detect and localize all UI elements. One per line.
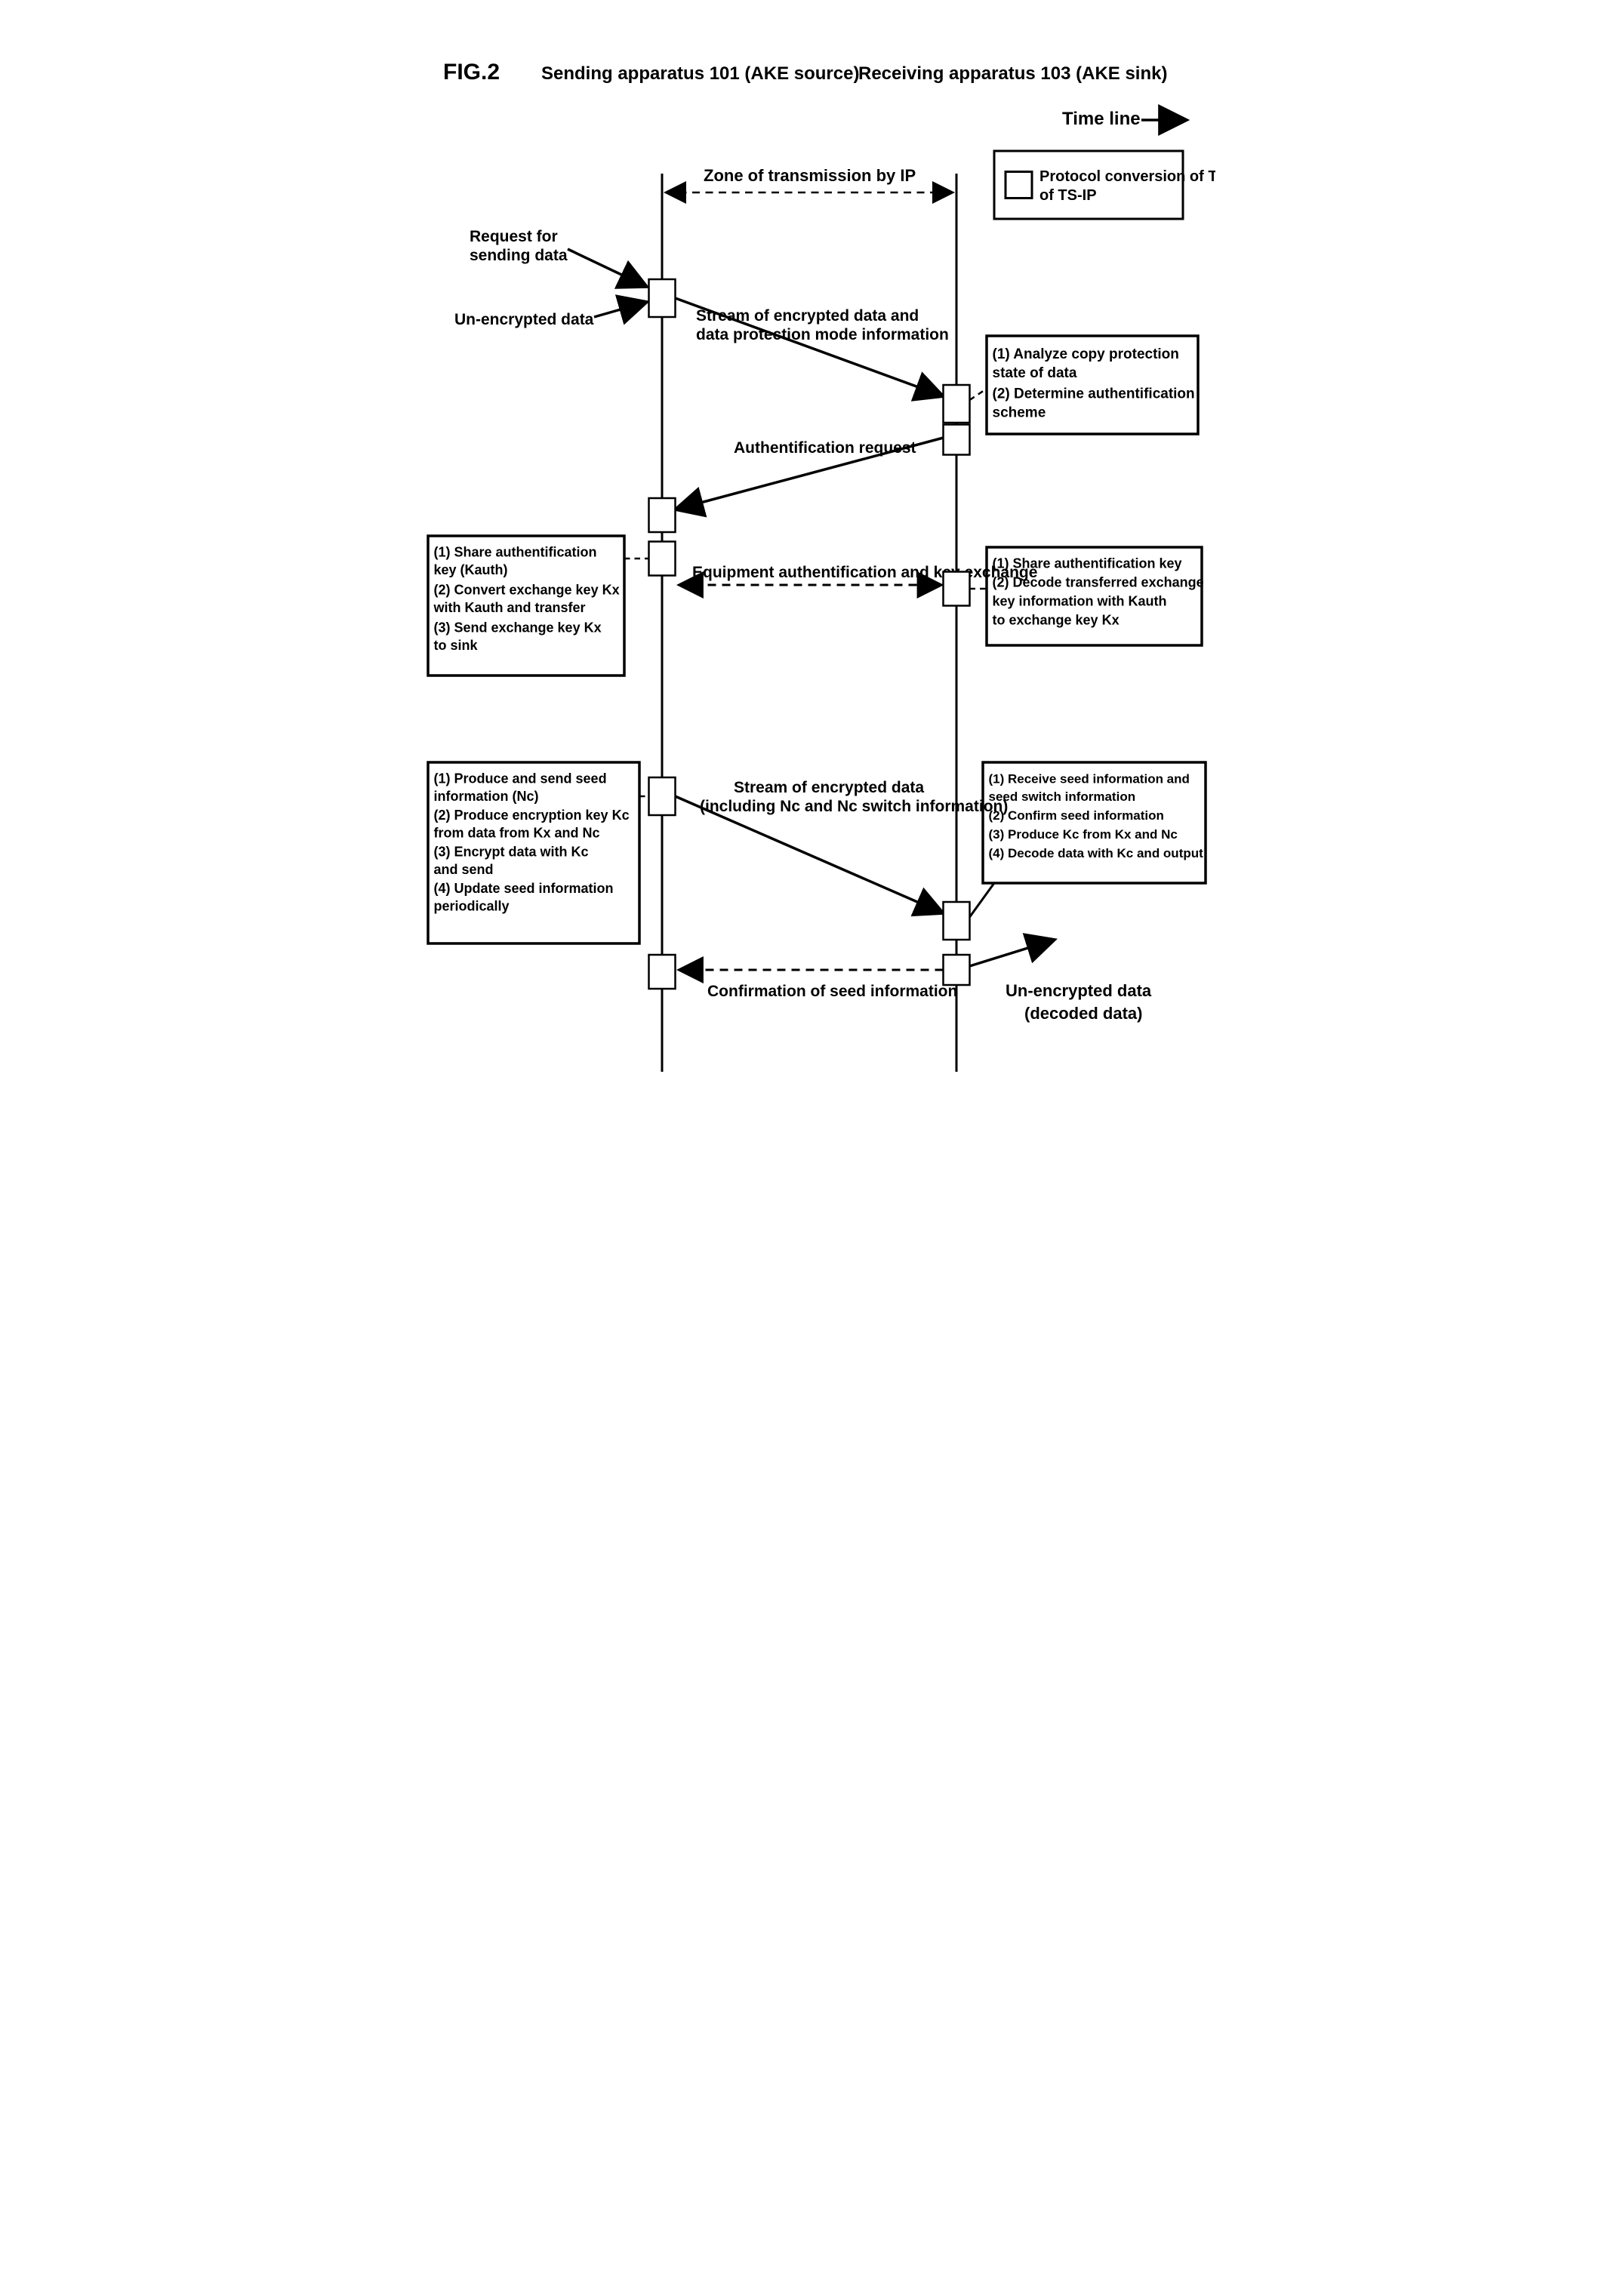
- svg-text:(2) Decode transferred exchang: (2) Decode transferred exchange: [992, 575, 1203, 590]
- source-event2-rect: [648, 498, 675, 532]
- svg-text:of TS-IP: of TS-IP: [1039, 187, 1097, 204]
- msg2-label: Authentification request: [734, 439, 916, 457]
- msg1-label-a: Stream of encrypted data and: [696, 307, 919, 325]
- sink-label: Receiving apparatus 103 (AKE sink): [858, 63, 1167, 84]
- output-label2: (decoded data): [1024, 1004, 1142, 1023]
- svg-text:state of data: state of data: [992, 365, 1076, 381]
- fig-label: FIG.2: [443, 60, 500, 85]
- svg-text:(3) Encrypt data with Kc: (3) Encrypt data with Kc: [433, 845, 588, 860]
- msg5-label: Confirmation of seed information: [707, 983, 957, 1000]
- svg-text:seed switch information: seed switch information: [988, 789, 1135, 804]
- timeline-label: Time line: [1062, 109, 1141, 129]
- svg-text:from data from Kx and Nc: from data from Kx and Nc: [433, 826, 599, 841]
- source-event1-rect: [648, 279, 675, 317]
- legend: Protocol conversion of TS-IP of TS-IP: [994, 151, 1215, 219]
- source-event4-rect: [648, 777, 675, 815]
- svg-text:and send: and send: [433, 862, 493, 877]
- svg-text:(2) Convert exchange key Kx: (2) Convert exchange key Kx: [433, 583, 619, 598]
- sink-box3-leader: [969, 883, 994, 917]
- svg-text:(4) Decode data with Kc and ou: (4) Decode data with Kc and output: [988, 846, 1203, 860]
- unenc-label: Un-encrypted data: [454, 311, 594, 328]
- msg4-label-a: Stream of encrypted data: [734, 779, 924, 796]
- sink-box2: (1) Share authentification key (2) Decod…: [987, 547, 1204, 645]
- svg-text:(2) Produce encryption key Kc: (2) Produce encryption key Kc: [433, 808, 629, 823]
- output-arrow: [969, 940, 1055, 966]
- source-box1: (1) Share authentification key (Kauth) (…: [428, 536, 624, 676]
- sink-event1-rect: [943, 385, 969, 423]
- svg-text:(2) Confirm seed information: (2) Confirm seed information: [988, 808, 1163, 823]
- svg-text:key information with Kauth: key information with Kauth: [992, 594, 1166, 609]
- svg-text:(3) Produce Kc from Kx and Nc: (3) Produce Kc from Kx and Nc: [988, 827, 1177, 842]
- request-arrow: [568, 249, 647, 287]
- sink-box1-leader: [969, 389, 987, 400]
- sink-event3-rect: [943, 572, 969, 606]
- svg-text:(1) Analyze copy protection: (1) Analyze copy protection: [992, 346, 1178, 362]
- svg-text:(3) Send exchange key Kx: (3) Send exchange key Kx: [433, 620, 601, 636]
- unenc-arrow: [594, 302, 647, 317]
- svg-text:(4) Update seed information: (4) Update seed information: [433, 881, 613, 896]
- msg4-label-b: (including Nc and Nc switch information): [700, 798, 1008, 815]
- request-label-2: sending data: [470, 247, 568, 264]
- msg1-label-b: data protection mode information: [696, 326, 949, 343]
- svg-text:(2) Determine authentification: (2) Determine authentification: [992, 386, 1194, 402]
- source-label: Sending apparatus 101 (AKE source): [541, 63, 859, 84]
- source-event3-rect: [648, 542, 675, 576]
- svg-text:with Kauth and transfer: with Kauth and transfer: [433, 600, 585, 615]
- output-label1: Un-encrypted data: [1006, 981, 1152, 1000]
- request-label-1: Request for: [470, 228, 558, 245]
- svg-text:scheme: scheme: [992, 405, 1046, 421]
- svg-text:key (Kauth): key (Kauth): [433, 562, 507, 577]
- svg-text:(1) Produce and send seed: (1) Produce and send seed: [433, 771, 606, 786]
- svg-text:(1) Share authentification key: (1) Share authentification key: [992, 556, 1181, 571]
- zone-label: Zone of transmission by IP: [704, 166, 916, 185]
- sink-box1: (1) Analyze copy protection state of dat…: [987, 336, 1198, 434]
- sink-event4-rect: [943, 902, 969, 940]
- svg-text:periodically: periodically: [433, 899, 509, 914]
- source-event5-rect: [648, 955, 675, 989]
- svg-text:to sink: to sink: [433, 638, 478, 653]
- sink-event2-rect: [943, 425, 969, 455]
- svg-text:information (Nc): information (Nc): [433, 789, 538, 804]
- svg-text:to exchange key Kx: to exchange key Kx: [992, 613, 1119, 628]
- legend-text: Protocol conversion of TS-IP: [1039, 168, 1215, 185]
- svg-text:(1) Share authentification: (1) Share authentification: [433, 545, 596, 560]
- sink-output-rect: [943, 955, 969, 985]
- sink-box3: (1) Receive seed information and seed sw…: [983, 762, 1206, 883]
- source-box2: (1) Produce and send seed information (N…: [428, 762, 639, 943]
- svg-text:(1) Receive seed information a: (1) Receive seed information and: [988, 772, 1189, 786]
